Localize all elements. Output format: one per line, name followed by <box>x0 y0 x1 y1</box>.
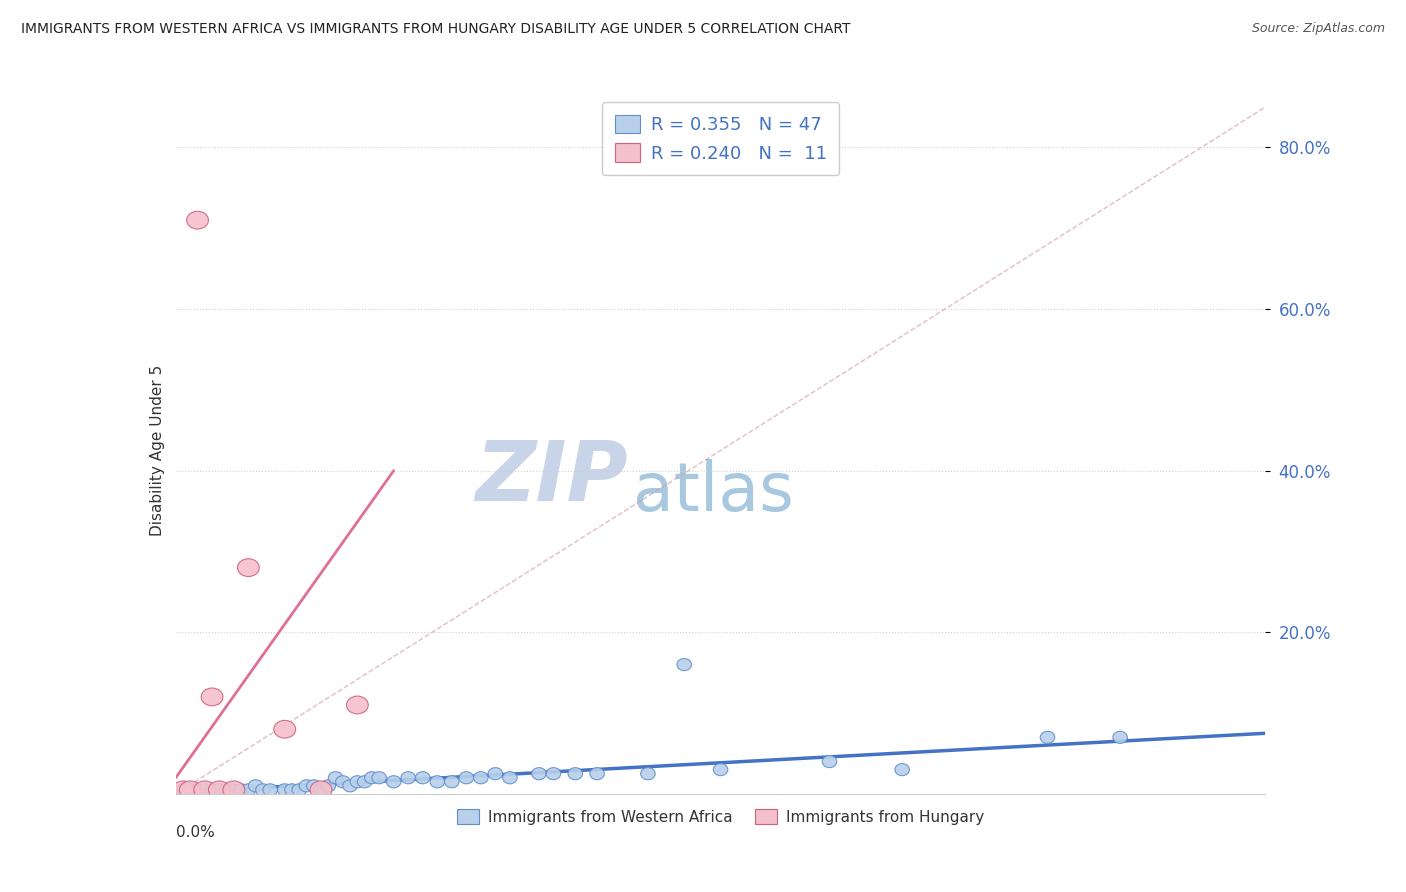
Ellipse shape <box>896 764 910 776</box>
Ellipse shape <box>277 784 292 796</box>
Ellipse shape <box>314 784 329 796</box>
Ellipse shape <box>546 768 561 780</box>
Ellipse shape <box>336 776 350 788</box>
Ellipse shape <box>180 781 201 798</box>
Ellipse shape <box>430 776 444 788</box>
Ellipse shape <box>364 772 380 784</box>
Ellipse shape <box>226 784 242 796</box>
Ellipse shape <box>208 781 231 798</box>
Ellipse shape <box>263 784 277 796</box>
Ellipse shape <box>311 781 332 798</box>
Ellipse shape <box>1040 731 1054 743</box>
Ellipse shape <box>205 784 219 796</box>
Ellipse shape <box>242 784 256 796</box>
Ellipse shape <box>238 558 259 576</box>
Ellipse shape <box>183 784 197 796</box>
Ellipse shape <box>591 768 605 780</box>
Ellipse shape <box>256 784 270 796</box>
Ellipse shape <box>1114 731 1128 743</box>
Ellipse shape <box>474 772 488 784</box>
Ellipse shape <box>274 721 295 738</box>
Ellipse shape <box>416 772 430 784</box>
Text: Source: ZipAtlas.com: Source: ZipAtlas.com <box>1251 22 1385 36</box>
Text: 0.0%: 0.0% <box>176 825 215 839</box>
Ellipse shape <box>387 776 401 788</box>
Ellipse shape <box>329 772 343 784</box>
Ellipse shape <box>187 211 208 229</box>
Ellipse shape <box>224 781 245 798</box>
Ellipse shape <box>249 780 263 792</box>
Ellipse shape <box>503 772 517 784</box>
Ellipse shape <box>284 784 299 796</box>
Ellipse shape <box>371 772 387 784</box>
Ellipse shape <box>531 768 546 780</box>
Text: atlas: atlas <box>633 458 794 524</box>
Legend: Immigrants from Western Africa, Immigrants from Hungary: Immigrants from Western Africa, Immigran… <box>451 803 990 830</box>
Text: IMMIGRANTS FROM WESTERN AFRICA VS IMMIGRANTS FROM HUNGARY DISABILITY AGE UNDER 5: IMMIGRANTS FROM WESTERN AFRICA VS IMMIGR… <box>21 22 851 37</box>
Ellipse shape <box>299 780 314 792</box>
Ellipse shape <box>233 784 249 796</box>
Ellipse shape <box>458 772 474 784</box>
Ellipse shape <box>321 780 336 792</box>
Ellipse shape <box>307 780 321 792</box>
Ellipse shape <box>194 781 215 798</box>
Ellipse shape <box>641 768 655 780</box>
Ellipse shape <box>201 688 224 706</box>
Ellipse shape <box>190 784 205 796</box>
Ellipse shape <box>176 784 190 796</box>
Ellipse shape <box>292 784 307 796</box>
Ellipse shape <box>357 776 371 788</box>
Ellipse shape <box>350 776 364 788</box>
Ellipse shape <box>713 764 728 776</box>
Ellipse shape <box>197 784 212 796</box>
Ellipse shape <box>444 776 458 788</box>
Text: ZIP: ZIP <box>475 437 628 518</box>
Ellipse shape <box>346 696 368 714</box>
Ellipse shape <box>678 658 692 671</box>
Y-axis label: Disability Age Under 5: Disability Age Under 5 <box>149 365 165 536</box>
Ellipse shape <box>488 768 503 780</box>
Ellipse shape <box>212 784 226 796</box>
Ellipse shape <box>401 772 416 784</box>
Ellipse shape <box>172 781 194 798</box>
Ellipse shape <box>568 768 582 780</box>
Ellipse shape <box>343 780 357 792</box>
Ellipse shape <box>823 756 837 768</box>
Ellipse shape <box>219 784 233 796</box>
